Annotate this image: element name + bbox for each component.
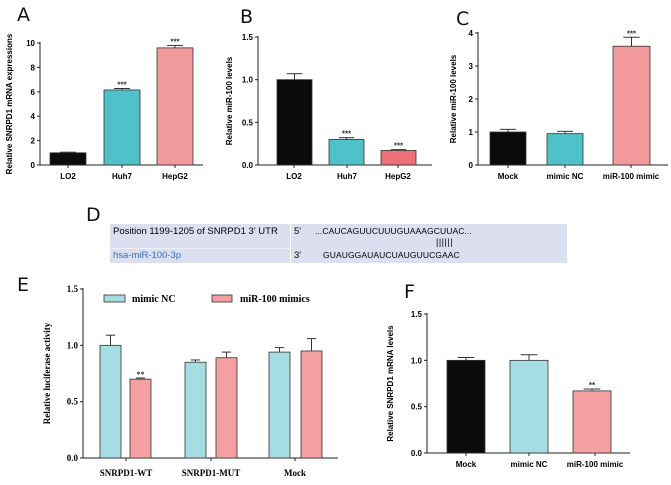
bar (156, 47, 194, 166)
bar (184, 361, 207, 459)
y-tick-label: 1.0 (411, 356, 423, 365)
significance-label: ** (589, 381, 596, 390)
y-tick-label: 0 (469, 161, 474, 170)
y-tick-label: 2 (469, 95, 474, 104)
chart-e: 0.0 0.5 1.0 1.5 Relative luciferase activity… (42, 284, 338, 478)
y-axis-label: Relative SNRPD1 mRNA expressions (5, 33, 14, 174)
legend-swatch (103, 294, 126, 303)
x-tick-label: HepG2 (162, 172, 188, 181)
x-tick-label: HepG2 (385, 172, 411, 181)
target-row: Position 1199-1205 of SNRPD1 3' UTR 5' .… (110, 226, 567, 238)
y-tick-label: 2 (31, 137, 36, 146)
x-tick-label: mimic NC (511, 460, 548, 469)
row-divider (110, 248, 290, 249)
y-tick-label: 1.5 (242, 33, 254, 42)
x-tick-label: SNRPD1-MUT (182, 468, 241, 478)
y-tick-label: 0.0 (242, 161, 254, 170)
bar (276, 79, 313, 166)
x-tick-label: Huh7 (112, 172, 133, 181)
x-tick-label: miR-100 mimic (567, 460, 624, 469)
y-tick-label: 10 (26, 39, 35, 48)
chart-f: 0.0 0.5 1.0 1.5 Relative SNRPD1 mRNA levels M… (386, 310, 630, 469)
x-tick-label: LO2 (286, 172, 302, 181)
bar (49, 152, 87, 166)
significance-label: *** (170, 37, 180, 46)
base-pairing: |||||| (436, 237, 454, 247)
y-tick-label: 1.0 (242, 76, 254, 85)
bar (328, 138, 365, 166)
y-tick-label: 0 (31, 161, 36, 170)
significance-label: *** (627, 29, 637, 38)
y-tick-label: 0.0 (67, 453, 79, 463)
y-tick-label: 1.5 (67, 284, 79, 294)
x-tick-label: Huh7 (337, 172, 358, 181)
x-tick-label: mimic NC (547, 172, 584, 181)
y-tick-label: 1.0 (67, 340, 79, 350)
mirna-sequence: GUAUGGAUAUCUAUGUUCGAAC (323, 250, 460, 260)
panel-label-f: F (404, 281, 415, 303)
x-tick-label: Mock (284, 468, 306, 478)
y-tick-label: 1.5 (411, 310, 423, 319)
x-tick-label: Mock (498, 172, 519, 181)
legend-swatch (211, 294, 233, 303)
column-divider (290, 224, 291, 263)
bar (612, 45, 651, 166)
bar (129, 378, 152, 459)
panel-label-e: E (17, 274, 29, 296)
significance-label: *** (394, 142, 404, 151)
bar (446, 359, 486, 454)
y-axis-label: Relative luciferase activity (42, 322, 52, 424)
mirna-row: hsa-miR-100-3p 3' GUAUGGAUAUCUAUGUUCGAAC (110, 250, 567, 262)
bar (572, 390, 612, 454)
binding-site-diagram: Position 1199-1205 of SNRPD1 3' UTR 5' .… (110, 224, 567, 263)
panel-label-b: B (240, 6, 253, 28)
x-tick-label: LO2 (60, 172, 76, 181)
y-tick-label: 8 (31, 63, 36, 72)
chart-b: 0.0 0.5 1.0 1.5 Relative miR-100 levels LO2 Hu… (225, 33, 432, 181)
y-tick-label: 0.5 (242, 118, 254, 127)
bar (509, 359, 549, 454)
y-tick-label: 0.5 (67, 397, 79, 407)
significance-label: ** (137, 370, 145, 379)
y-axis-label: Relative SNRPD1 mRNA levels (386, 325, 395, 442)
significance-label: *** (117, 81, 127, 90)
chart-a: 0 2 4 6 8 10 Relative SNRPD1 mRNA expressions L… (5, 33, 203, 181)
target-end: 5' (294, 226, 302, 237)
y-tick-label: 4 (469, 29, 474, 38)
significance-label: *** (342, 130, 352, 139)
panel-label-c: C (456, 8, 469, 30)
legend-label: miR-100 mimics (240, 294, 310, 305)
panel-label-a: A (17, 4, 30, 26)
x-tick-label: miR-100 mimic (603, 172, 660, 181)
y-tick-label: 6 (31, 88, 36, 97)
y-axis-label: Relative miR-100 levels (449, 54, 458, 143)
bar (489, 131, 527, 166)
panel-label-d: D (86, 204, 101, 226)
x-tick-label: Mock (456, 460, 477, 469)
bar (546, 133, 584, 166)
bar (300, 350, 323, 459)
bar (215, 357, 238, 459)
y-tick-label: 0.5 (411, 403, 423, 412)
y-axis-label: Relative miR-100 levels (225, 56, 234, 145)
bar (103, 89, 141, 166)
y-tick-label: 0.0 (411, 449, 423, 458)
x-tick-label: SNRPD1-WT (100, 468, 153, 478)
mirna-label: hsa-miR-100-3p (113, 250, 182, 261)
legend-label: mimic NC (132, 294, 176, 305)
y-tick-label: 3 (469, 62, 474, 71)
y-tick-label: 4 (31, 112, 36, 121)
target-sequence: ...CAUCAGUUCUUUGUAAAGCUUAC... (315, 226, 472, 236)
bar (268, 351, 291, 459)
bar (99, 344, 122, 459)
target-label: Position 1199-1205 of SNRPD1 3' UTR (113, 226, 278, 237)
mirna-end: 3' (294, 250, 302, 261)
chart-c: 0 1 2 3 4 Relative miR-100 levels Mock mimic NC… (449, 29, 668, 181)
bar (380, 150, 417, 166)
y-tick-label: 1 (469, 128, 474, 137)
